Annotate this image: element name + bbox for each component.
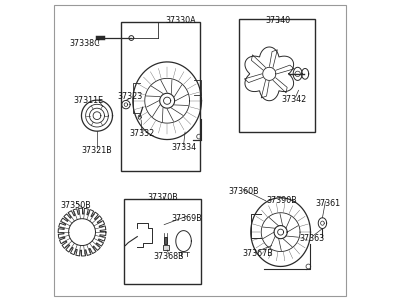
Bar [121,22,200,171]
Text: 37311E: 37311E [73,96,103,105]
Text: 37361: 37361 [316,199,341,208]
Text: 37334: 37334 [171,142,196,152]
Bar [164,237,168,244]
Bar [239,19,315,132]
Text: 37363: 37363 [300,234,324,243]
Text: 37368B: 37368B [153,251,184,260]
Text: 37360B: 37360B [228,187,259,196]
Text: 37323: 37323 [117,92,142,101]
Text: 37332: 37332 [129,129,154,138]
Text: 37342: 37342 [282,95,307,104]
Text: 37330A: 37330A [165,16,196,25]
Text: 37321B: 37321B [82,146,112,154]
Text: 37350B: 37350B [61,201,92,210]
Text: 37367B: 37367B [243,248,274,257]
Text: 37338C: 37338C [70,40,100,49]
Text: 37340: 37340 [265,16,290,25]
Text: 37390B: 37390B [267,196,298,205]
Bar [124,199,202,284]
Text: 37369B: 37369B [171,214,202,223]
Text: 37370B: 37370B [147,193,178,202]
Bar [163,245,169,250]
